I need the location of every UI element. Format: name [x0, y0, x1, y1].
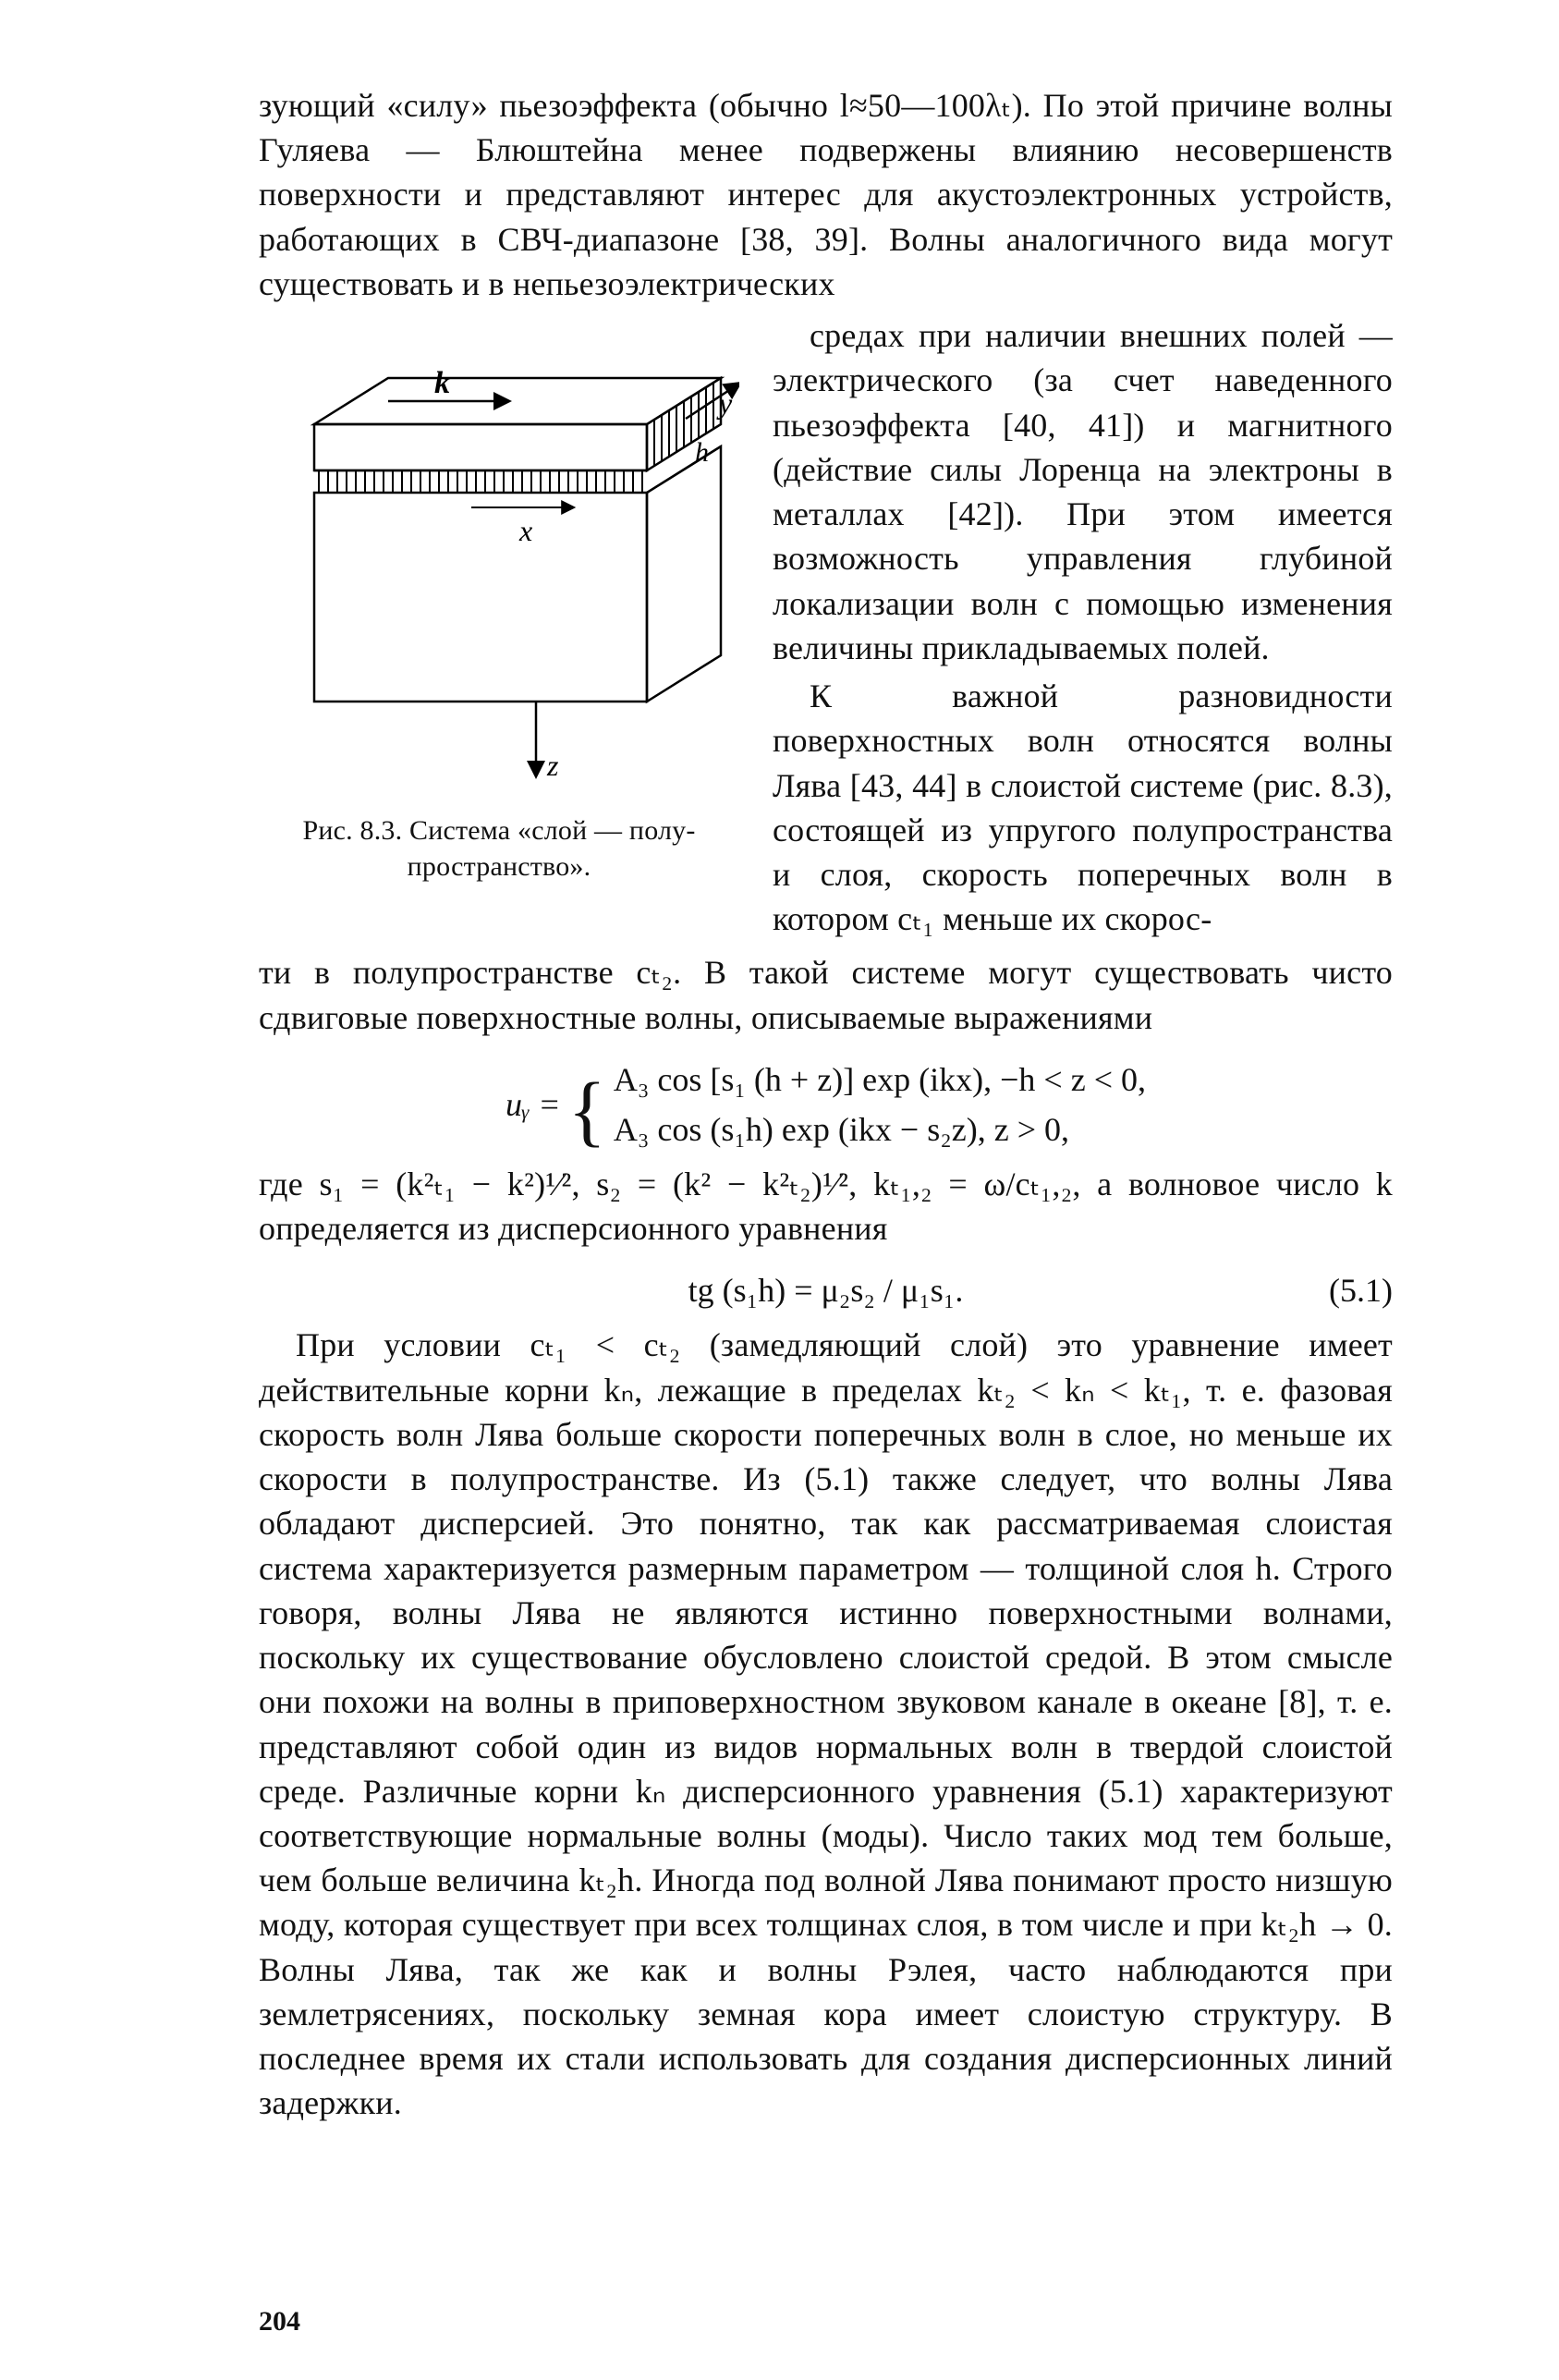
figure-caption: Рис. 8.3. Система «слой — полу- простран… [259, 812, 739, 885]
side-paragraph-2: К важной разновидности поверхностных вол… [773, 674, 1393, 941]
paragraph-between-equations: где s₁ = (k²ₜ₁ − k²)¹⁄², s₂ = (k² − k²ₜ₂… [259, 1162, 1393, 1251]
left-brace-icon: { [568, 1079, 606, 1142]
equation-5-1-body: tg (s₁h) = μ₂s₂ / μ₁s₁. [259, 1265, 1393, 1315]
paragraph-long: При условии cₜ₁ < cₜ₂ (замедляющий слой)… [259, 1323, 1393, 2125]
paragraph-top: зующий «силу» пьезоэффекта (обычно l≈50—… [259, 83, 1393, 306]
paragraph-after-figure: ти в полупространстве cₜ₂. В такой систе… [259, 950, 1393, 1039]
equation-case-2: A₃ cos (s₁h) exp (ikx − s₂z), z > 0, [614, 1105, 1146, 1154]
figure-and-text-row: k y x h z Рис. 8.3. Система «слой — полу… [259, 313, 1393, 945]
page: зующий «силу» пьезоэффекта (обычно l≈50—… [0, 0, 1559, 2380]
equation-5-1-number: (5.1) [1329, 1265, 1393, 1315]
axis-label-k: k [434, 366, 450, 400]
axis-label-x: x [518, 514, 532, 547]
figure-caption-line1: Рис. 8.3. Система «слой — полу- [302, 815, 695, 846]
equation-uy-cases: uᵧ = { A₃ cos [s₁ (h + z)] exp (ikx), −h… [259, 1055, 1393, 1154]
page-number: 204 [259, 2306, 300, 2337]
figure-8-3-diagram: k y x h z [259, 313, 739, 794]
figure-column: k y x h z Рис. 8.3. Система «слой — полу… [259, 313, 739, 885]
side-paragraph-1: средах при наличии внешних полей — элект… [773, 313, 1393, 670]
equation-case-1: A₃ cos [s₁ (h + z)] exp (ikx), −h < z < … [614, 1055, 1146, 1105]
axis-label-h: h [695, 437, 709, 468]
equation-lhs: uᵧ = [505, 1080, 561, 1129]
axis-label-z: z [546, 749, 559, 782]
axis-label-y: y [716, 386, 733, 420]
figure-caption-line2: пространство». [408, 851, 591, 882]
equation-5-1: tg (s₁h) = μ₂s₂ / μ₁s₁. (5.1) [259, 1265, 1393, 1315]
side-text-column: средах при наличии внешних полей — элект… [773, 313, 1393, 945]
